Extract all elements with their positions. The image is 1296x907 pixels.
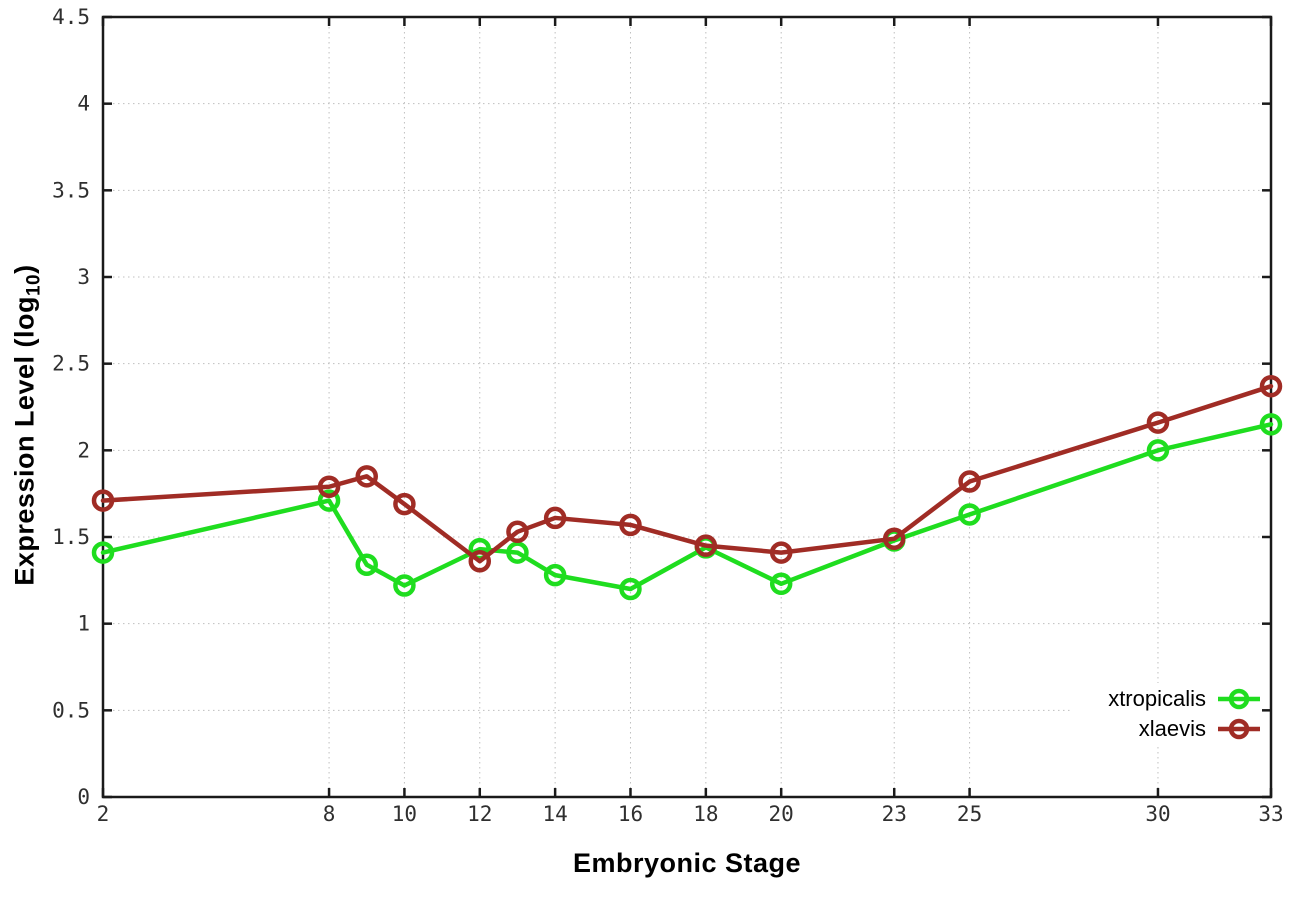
data-point-xlaevis xyxy=(355,465,378,488)
data-point-xlaevis xyxy=(1146,411,1170,434)
data-point-xtropicalis xyxy=(393,574,416,597)
x-tick-label: 30 xyxy=(1145,802,1170,826)
legend-label-xlaevis: xlaevis xyxy=(1138,716,1206,741)
legend: xtropicalis xlaevis xyxy=(1072,683,1262,745)
y-tick-label: 2 xyxy=(77,438,90,462)
data-point-xtropicalis xyxy=(1259,413,1283,436)
data-point-xlaevis xyxy=(393,492,416,516)
y-tick-label: 1 xyxy=(77,612,90,636)
y-tick-label: 0.5 xyxy=(52,698,90,722)
y-axis-title: Expression Level (log10) xyxy=(9,264,45,586)
data-point-xlaevis xyxy=(694,534,718,557)
data-point-xtropicalis xyxy=(619,577,642,601)
x-tick-label: 2 xyxy=(97,802,110,826)
legend-label-xtropicalis: xtropicalis xyxy=(1108,686,1206,711)
legend-marker-xtropicalis xyxy=(1218,688,1260,710)
x-tick-label: 12 xyxy=(467,802,492,826)
x-tick-label: 25 xyxy=(957,802,982,826)
x-tick-label: 16 xyxy=(618,802,643,826)
data-point-xlaevis xyxy=(506,520,529,544)
data-point-xlaevis xyxy=(543,506,567,530)
legend-item-xlaevis: xlaevis xyxy=(1139,715,1262,743)
y-axis-title-end: ) xyxy=(9,264,40,274)
y-axis-title-main: Expression Level (log xyxy=(9,296,40,586)
data-point-xlaevis xyxy=(769,541,793,564)
x-tick-label: 14 xyxy=(542,802,567,826)
data-point-xtropicalis xyxy=(468,537,492,561)
data-point-xtropicalis xyxy=(355,553,378,576)
data-point-xlaevis xyxy=(619,513,642,537)
legend-marker-xlaevis xyxy=(1218,718,1260,740)
data-point-xtropicalis xyxy=(317,489,341,512)
data-point-xlaevis xyxy=(882,527,906,550)
x-axis-title: Embryonic Stage xyxy=(572,848,802,878)
data-point-xlaevis xyxy=(468,550,492,573)
data-point-xtropicalis xyxy=(543,563,567,587)
series-line-xtropicalis xyxy=(100,422,1274,592)
y-tick-label: 3 xyxy=(77,265,90,289)
x-tick-label: 20 xyxy=(769,802,794,826)
data-point-xtropicalis xyxy=(91,541,115,564)
data-point-xtropicalis xyxy=(958,503,981,526)
x-tick-label: 23 xyxy=(882,802,907,826)
x-tick-label: 10 xyxy=(392,802,417,826)
y-tick-label: 2.5 xyxy=(52,352,90,376)
y-tick-label: 0 xyxy=(77,785,90,809)
data-point-xlaevis xyxy=(317,475,341,498)
data-point-xtropicalis xyxy=(769,572,793,596)
data-point-xlaevis xyxy=(958,470,981,493)
y-tick-label: 4 xyxy=(77,92,90,116)
data-point-xtropicalis xyxy=(1146,439,1170,462)
data-point-xlaevis xyxy=(1259,374,1283,398)
legend-item-xtropicalis: xtropicalis xyxy=(1108,685,1262,713)
y-tick-label: 3.5 xyxy=(52,178,90,202)
x-tick-label: 33 xyxy=(1258,802,1283,826)
x-tick-label: 18 xyxy=(693,802,718,826)
x-tick-label: 8 xyxy=(323,802,336,826)
plot-border xyxy=(101,15,1273,799)
y-tick-label: 1.5 xyxy=(52,525,90,549)
data-point-xlaevis xyxy=(91,489,115,512)
y-tick-label: 4.5 xyxy=(52,5,90,29)
data-point-xtropicalis xyxy=(506,541,529,564)
y-axis-title-subscript: 10 xyxy=(23,273,45,297)
